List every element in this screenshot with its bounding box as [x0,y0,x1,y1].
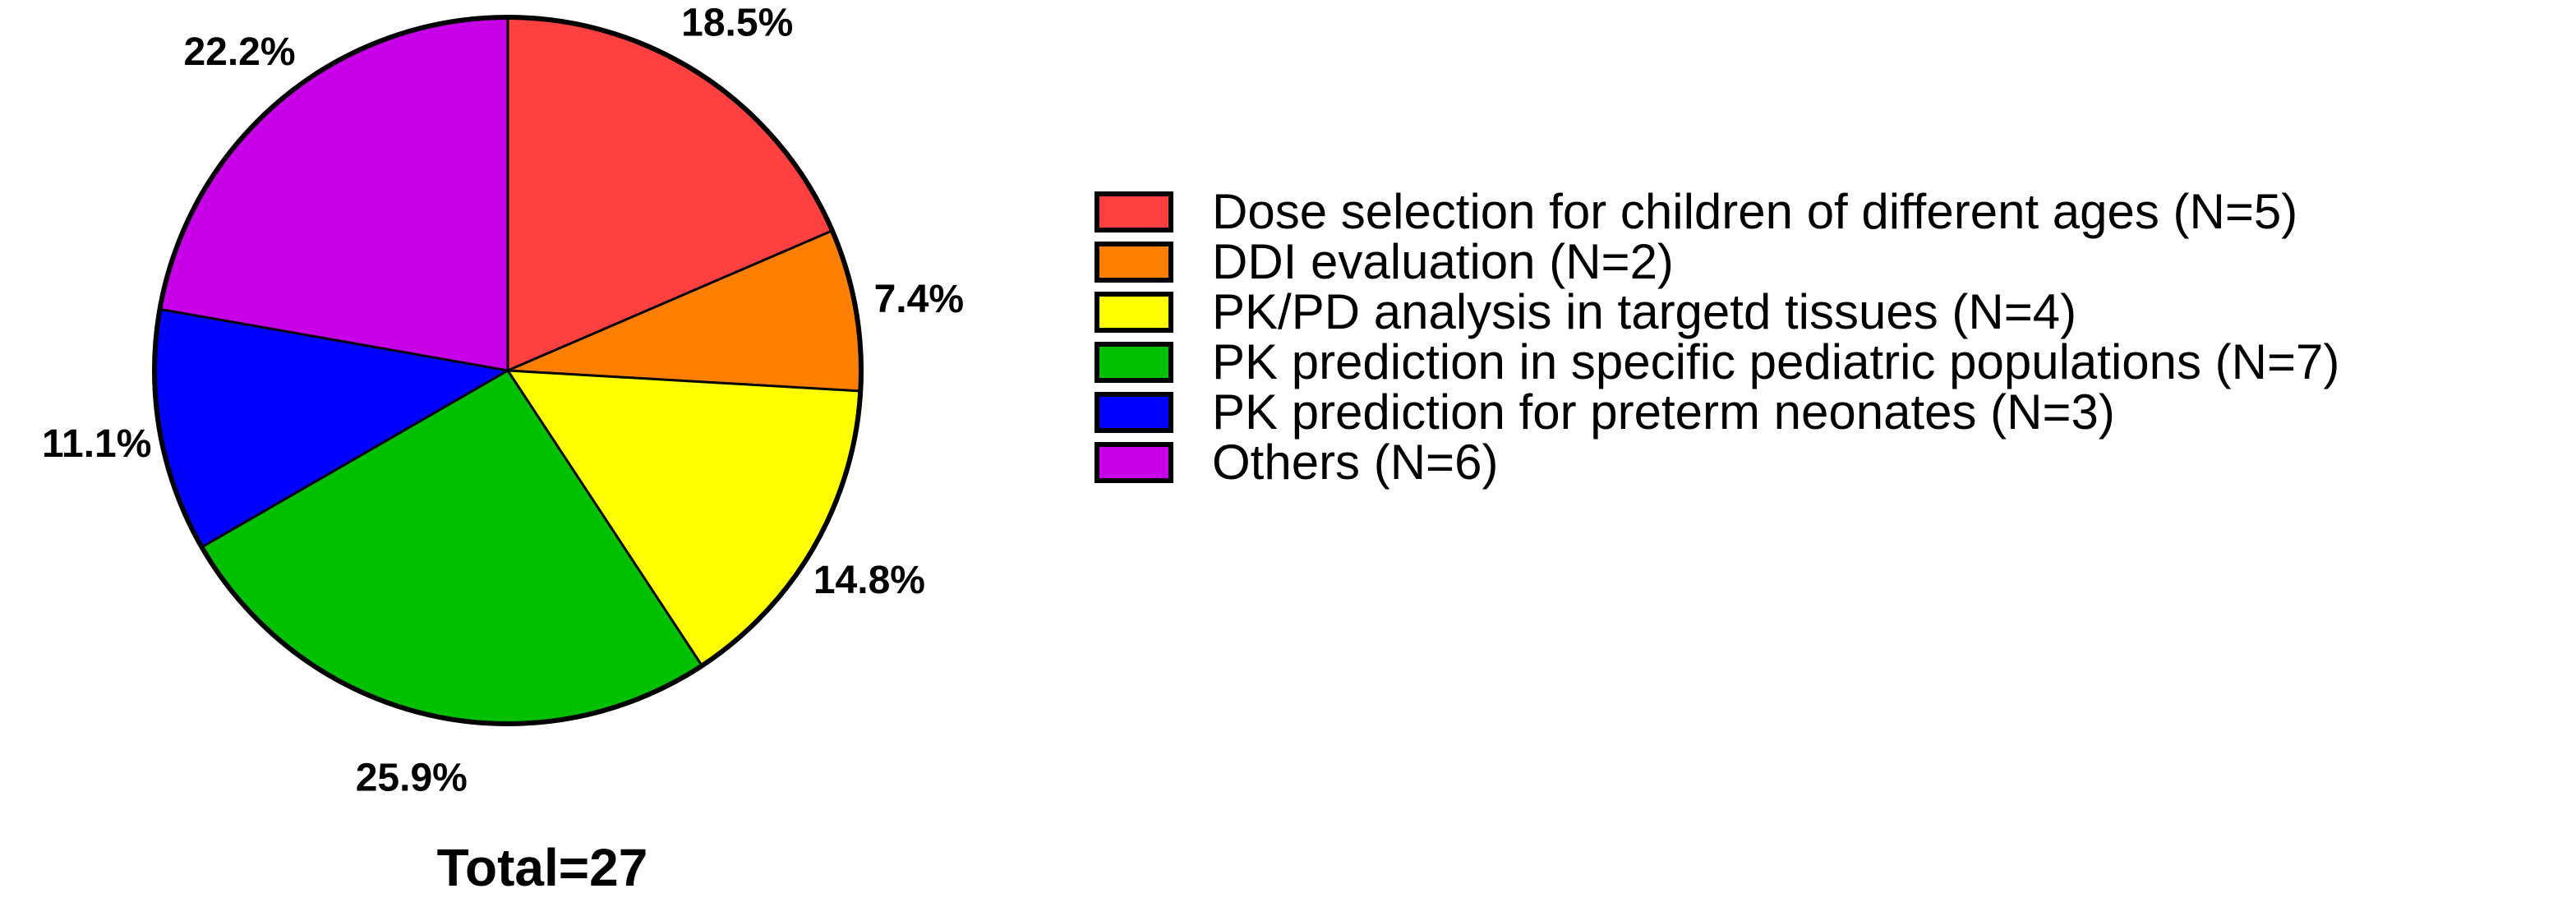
pie-slice-1 [508,230,861,391]
legend-label-0: Dose selection for children of different… [1212,184,2297,239]
percent-label-4: 11.1% [42,422,151,466]
legend-swatch-1 [1094,242,1173,283]
pie-slice-5 [159,17,508,371]
legend: Dose selection for children of different… [1094,184,2339,490]
legend-swatch-3 [1094,342,1173,383]
pie-slice-0 [508,17,832,371]
legend-swatch-4 [1094,392,1173,433]
slice-divider-5 [159,307,509,372]
slice-divider-2 [507,369,861,393]
pie-slice-2 [508,371,861,666]
percent-labels: 18.5% 7.4% 14.8% 25.9% 11.1% 22.2% [42,2,964,800]
percent-label-1: 7.4% [874,278,964,321]
legend-swatch-2 [1094,292,1173,333]
legend-label-2: PK/PD analysis in targetd tissues (N=4) [1212,284,2076,339]
percent-label-2: 14.8% [813,559,925,602]
pie-outline [152,15,864,726]
slice-divider-3 [506,370,703,667]
percent-label-0: 18.5% [681,2,793,45]
slice-divider-1 [507,229,833,372]
percent-label-5: 22.2% [183,30,295,74]
pie-slice-4 [154,309,508,547]
legend-swatch-0 [1094,191,1173,233]
legend-label-4: PK prediction for preterm neonates (N=3) [1212,384,2115,440]
slice-divider-4 [200,369,509,549]
legend-label-5: Others (N=6) [1212,435,1498,490]
legend-swatch-5 [1094,442,1173,483]
pie-slice-3 [201,371,703,725]
total-label: Total=27 [437,838,648,897]
legend-label-1: DDI evaluation (N=2) [1212,234,1674,289]
percent-label-3: 25.9% [356,756,468,799]
legend-label-3: PK prediction in specific pediatric popu… [1212,334,2339,389]
pie-slices [152,15,864,726]
